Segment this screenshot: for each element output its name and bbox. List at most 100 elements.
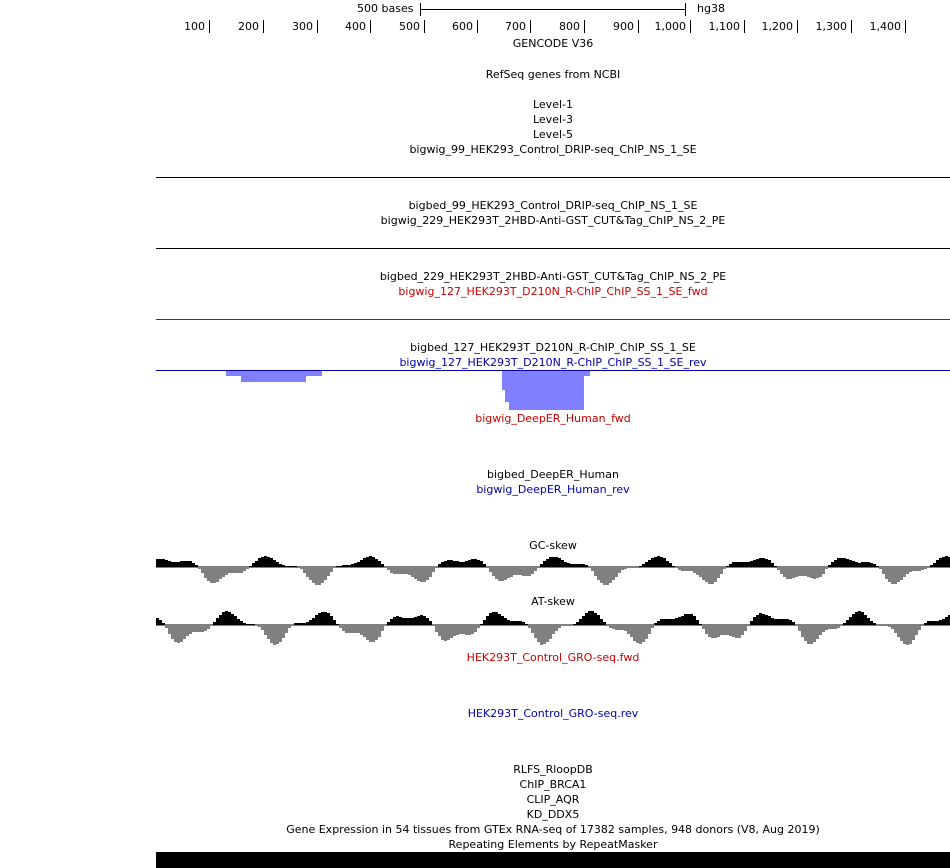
skew-bar-positive <box>579 619 582 625</box>
skew-bar-positive <box>480 561 483 567</box>
skew-bar-negative <box>330 567 333 572</box>
skew-bar-negative <box>534 625 537 638</box>
skew-bar-positive <box>555 557 558 567</box>
skew-bar-negative <box>591 567 594 571</box>
track-label-bigwig-127-fwd[interactable]: bigwig_127_HEK293T_D210N_R-ChIP_ChIP_SS_… <box>398 285 708 298</box>
track-label-bigbed-127[interactable]: bigbed_127_HEK293T_D210N_R-ChIP_ChIP_SS_… <box>410 341 696 354</box>
skew-bar-positive <box>846 559 849 567</box>
track-label-gtex[interactable]: Gene Expression in 54 tissues from GTEx … <box>286 823 820 836</box>
skew-bar-positive <box>453 561 456 567</box>
skew-bar-positive <box>378 561 381 567</box>
skew-bar-negative <box>267 625 270 639</box>
track-label-bigwig-99[interactable]: bigwig_99_HEK293_Control_DRIP-seq_ChIP_N… <box>409 143 697 156</box>
skew-bar-negative <box>882 625 885 626</box>
skew-bar-negative <box>279 625 282 642</box>
skew-bar-negative <box>615 567 618 577</box>
ruler-tick-label: 400 <box>345 20 366 33</box>
skew-bar-positive <box>294 566 297 567</box>
skew-bar-positive <box>576 564 579 567</box>
skew-bar-positive <box>669 563 672 567</box>
track-label-ddx5[interactable]: KD_DDX5 <box>526 808 580 821</box>
skew-bar-negative <box>717 625 720 637</box>
skew-bar-positive <box>501 616 504 625</box>
track-label-brca1[interactable]: ChIP_BRCA1 <box>519 778 587 791</box>
skew-bar-negative <box>546 625 549 642</box>
skew-bar-negative <box>189 625 192 634</box>
skew-bar-negative <box>429 567 432 577</box>
skew-bar-positive <box>765 559 768 567</box>
track-label-deeper-fwd[interactable]: bigwig_DeepER_Human_fwd <box>475 412 631 425</box>
scale-bar-left-cap <box>420 3 421 16</box>
skew-bar-negative <box>747 625 750 626</box>
skew-bar-positive <box>744 562 747 567</box>
track-label-bigwig-229[interactable]: bigwig_229_HEK293T_2HBD-Anti-GST_CUT&Tag… <box>380 214 726 227</box>
skew-bar-positive <box>690 614 693 625</box>
track-label-level3[interactable]: Level-3 <box>532 113 573 126</box>
ruler-tick <box>905 20 906 33</box>
skew-bar-negative <box>888 625 891 627</box>
skew-bar-positive <box>444 561 447 567</box>
skew-bar-positive <box>489 613 492 625</box>
skew-bar-negative <box>894 625 897 633</box>
track-label-aqr[interactable]: CLIP_AQR <box>526 793 580 806</box>
skew-bar-negative <box>495 567 498 579</box>
skew-bar-negative <box>459 625 462 634</box>
track-label-level1[interactable]: Level-1 <box>532 98 573 111</box>
bigwig-229-baseline <box>156 248 950 249</box>
ruler-tick-label: 100 <box>184 20 205 33</box>
skew-bar-negative <box>246 567 249 569</box>
ruler-tick-label: 600 <box>452 20 473 33</box>
skew-bar-negative <box>282 625 285 638</box>
track-label-gro-rev[interactable]: HEK293T_Control_GRO-seq.rev <box>467 707 639 720</box>
skew-bar-negative <box>630 625 633 637</box>
skew-bar-positive <box>165 560 168 567</box>
skew-bar-negative <box>639 625 642 644</box>
skew-bar-negative <box>171 625 174 639</box>
skew-bar-positive <box>792 622 795 625</box>
skew-bar-positive <box>768 616 771 625</box>
bigwig-127-rev-baseline <box>156 370 950 371</box>
repeatmasker-element-bar[interactable] <box>156 852 950 868</box>
skew-bar-negative <box>444 625 447 641</box>
skew-bar-positive <box>186 561 189 567</box>
ruler-tick-label: 1,300 <box>815 20 848 33</box>
skew-bar-positive <box>687 614 690 625</box>
track-label-bigbed-99[interactable]: bigbed_99_HEK293_Control_DRIP-seq_ChIP_N… <box>408 199 698 212</box>
track-label-level5[interactable]: Level-5 <box>532 128 573 141</box>
skew-bar-negative <box>453 625 456 636</box>
track-label-repeatmasker[interactable]: Repeating Elements by RepeatMasker <box>448 838 658 851</box>
skew-bar-negative <box>618 625 621 630</box>
track-label-refseq[interactable]: RefSeq genes from NCBI <box>485 68 621 81</box>
track-label-rlfs[interactable]: RLFS_RloopDB <box>513 763 593 776</box>
track-label-deeper-rev[interactable]: bigwig_DeepER_Human_rev <box>476 483 630 496</box>
skew-bar-negative <box>714 625 717 638</box>
skew-bar-positive <box>231 614 234 625</box>
track-label-bigbed-229[interactable]: bigbed_229_HEK293T_2HBD-Anti-GST_CUT&Tag… <box>379 270 727 283</box>
skew-bar-positive <box>249 566 252 567</box>
track-label-gro-fwd[interactable]: HEK293T_Control_GRO-seq.fwd <box>466 651 640 664</box>
skew-bar-positive <box>675 618 678 625</box>
skew-bar-negative <box>837 625 840 628</box>
track-label-deeper-bigbed[interactable]: bigbed_DeepER_Human <box>486 468 619 481</box>
skew-bar-positive <box>396 616 399 625</box>
skew-bar-negative <box>315 567 318 585</box>
skew-bar-positive <box>672 619 675 625</box>
track-label-bigwig-127-rev[interactable]: bigwig_127_HEK293T_D210N_R-ChIP_ChIP_SS_… <box>399 356 707 369</box>
skew-bar-positive <box>927 621 930 625</box>
skew-bar-positive <box>681 616 684 625</box>
skew-bar-positive <box>504 618 507 625</box>
skew-bar-negative <box>783 567 786 577</box>
track-label-at-skew[interactable]: AT-skew <box>531 595 575 608</box>
ruler-tick <box>797 20 798 33</box>
skew-bar-negative <box>801 625 804 637</box>
skew-bar-negative <box>381 625 384 631</box>
base-position-ruler[interactable]: 500 bases hg38 100 200 300 400 500 600 700 800 9… <box>0 0 950 40</box>
skew-bar-negative <box>414 567 417 579</box>
skew-bar-positive <box>753 617 756 625</box>
skew-bar-positive <box>693 616 696 625</box>
track-label-gencode[interactable]: GENCODE V36 <box>512 37 594 50</box>
ruler-tick-label: 700 <box>505 20 526 33</box>
skew-bar-negative <box>675 567 678 568</box>
track-label-gc-skew[interactable]: GC-skew <box>529 539 577 552</box>
